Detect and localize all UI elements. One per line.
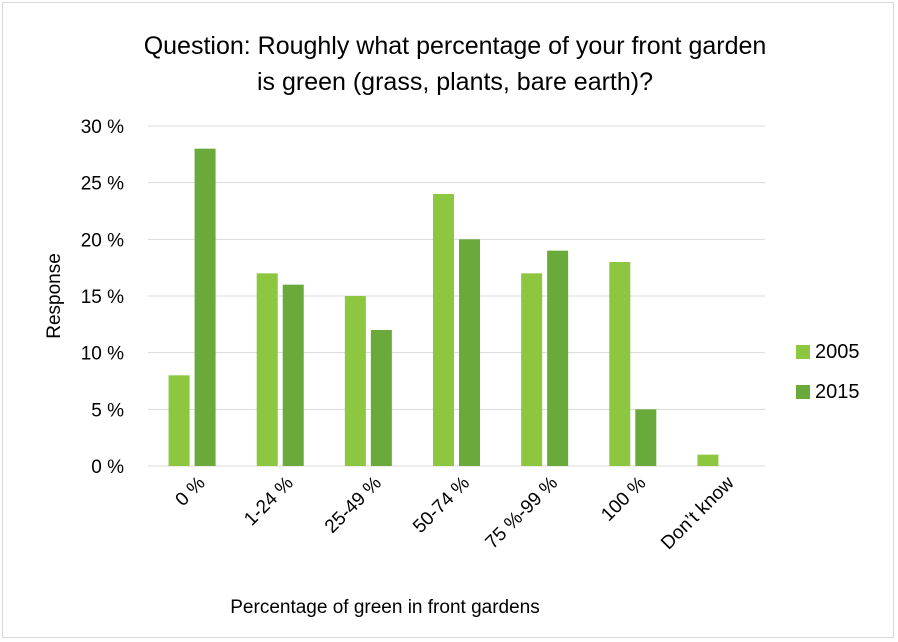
y-tick-label: 30 % xyxy=(81,117,124,138)
y-tick-label: 0 % xyxy=(91,457,124,478)
bars xyxy=(168,148,719,466)
bar-2015-2 xyxy=(370,330,392,466)
bar-2015-4 xyxy=(547,250,569,466)
x-tick-label: 25-49 % xyxy=(321,473,386,538)
y-tick-label: 15 % xyxy=(81,287,124,308)
gridlines xyxy=(148,125,765,467)
bar-2005-5 xyxy=(609,262,631,466)
bar-2015-5 xyxy=(635,409,657,466)
y-tick-labels: 0 % 5 % 10 % 15 % 20 % 25 % 30 % xyxy=(81,117,124,478)
chart-title-line-2: is green (grass, plants, bare earth)? xyxy=(257,68,653,96)
legend-swatch-2015 xyxy=(796,385,810,399)
x-tick-label: 0 % xyxy=(172,473,210,511)
legend-label-2005: 2005 xyxy=(815,341,860,363)
y-tick-label: 20 % xyxy=(81,230,124,251)
x-axis-title: Percentage of green in front gardens xyxy=(230,597,539,618)
x-tick-label: 50-74 % xyxy=(409,473,474,538)
y-tick-label: 5 % xyxy=(91,400,124,421)
x-tick-labels: 0 % 1-24 % 25-49 % 50-74 % 75 %-99 % 100 % Don… xyxy=(172,472,739,554)
bar-2015-3 xyxy=(459,239,480,466)
bar-2005-1 xyxy=(256,273,278,466)
bar-2015-0 xyxy=(194,148,216,466)
bar-2005-3 xyxy=(433,194,454,466)
bar-2005-6 xyxy=(697,454,719,466)
y-tick-label: 10 % xyxy=(81,344,124,365)
bar-2005-4 xyxy=(521,273,543,466)
legend-swatch-2005 xyxy=(796,345,810,359)
x-tick-label: 100 % xyxy=(597,473,650,526)
bar-2005-2 xyxy=(344,296,366,466)
y-tick-label: 25 % xyxy=(81,174,124,195)
x-tick-label: 1-24 % xyxy=(240,473,297,530)
legend: 2005 2015 xyxy=(796,341,860,403)
bar-2015-1 xyxy=(282,284,304,466)
x-tick-label: 75 %-99 % xyxy=(482,473,563,554)
chart-title-line-1: Question: Roughly what percentage of you… xyxy=(144,32,767,60)
y-axis-title: Response xyxy=(44,253,65,339)
bar-2005-0 xyxy=(168,375,190,466)
legend-label-2015: 2015 xyxy=(815,381,860,403)
x-tick-label: Don’t know xyxy=(657,472,739,554)
